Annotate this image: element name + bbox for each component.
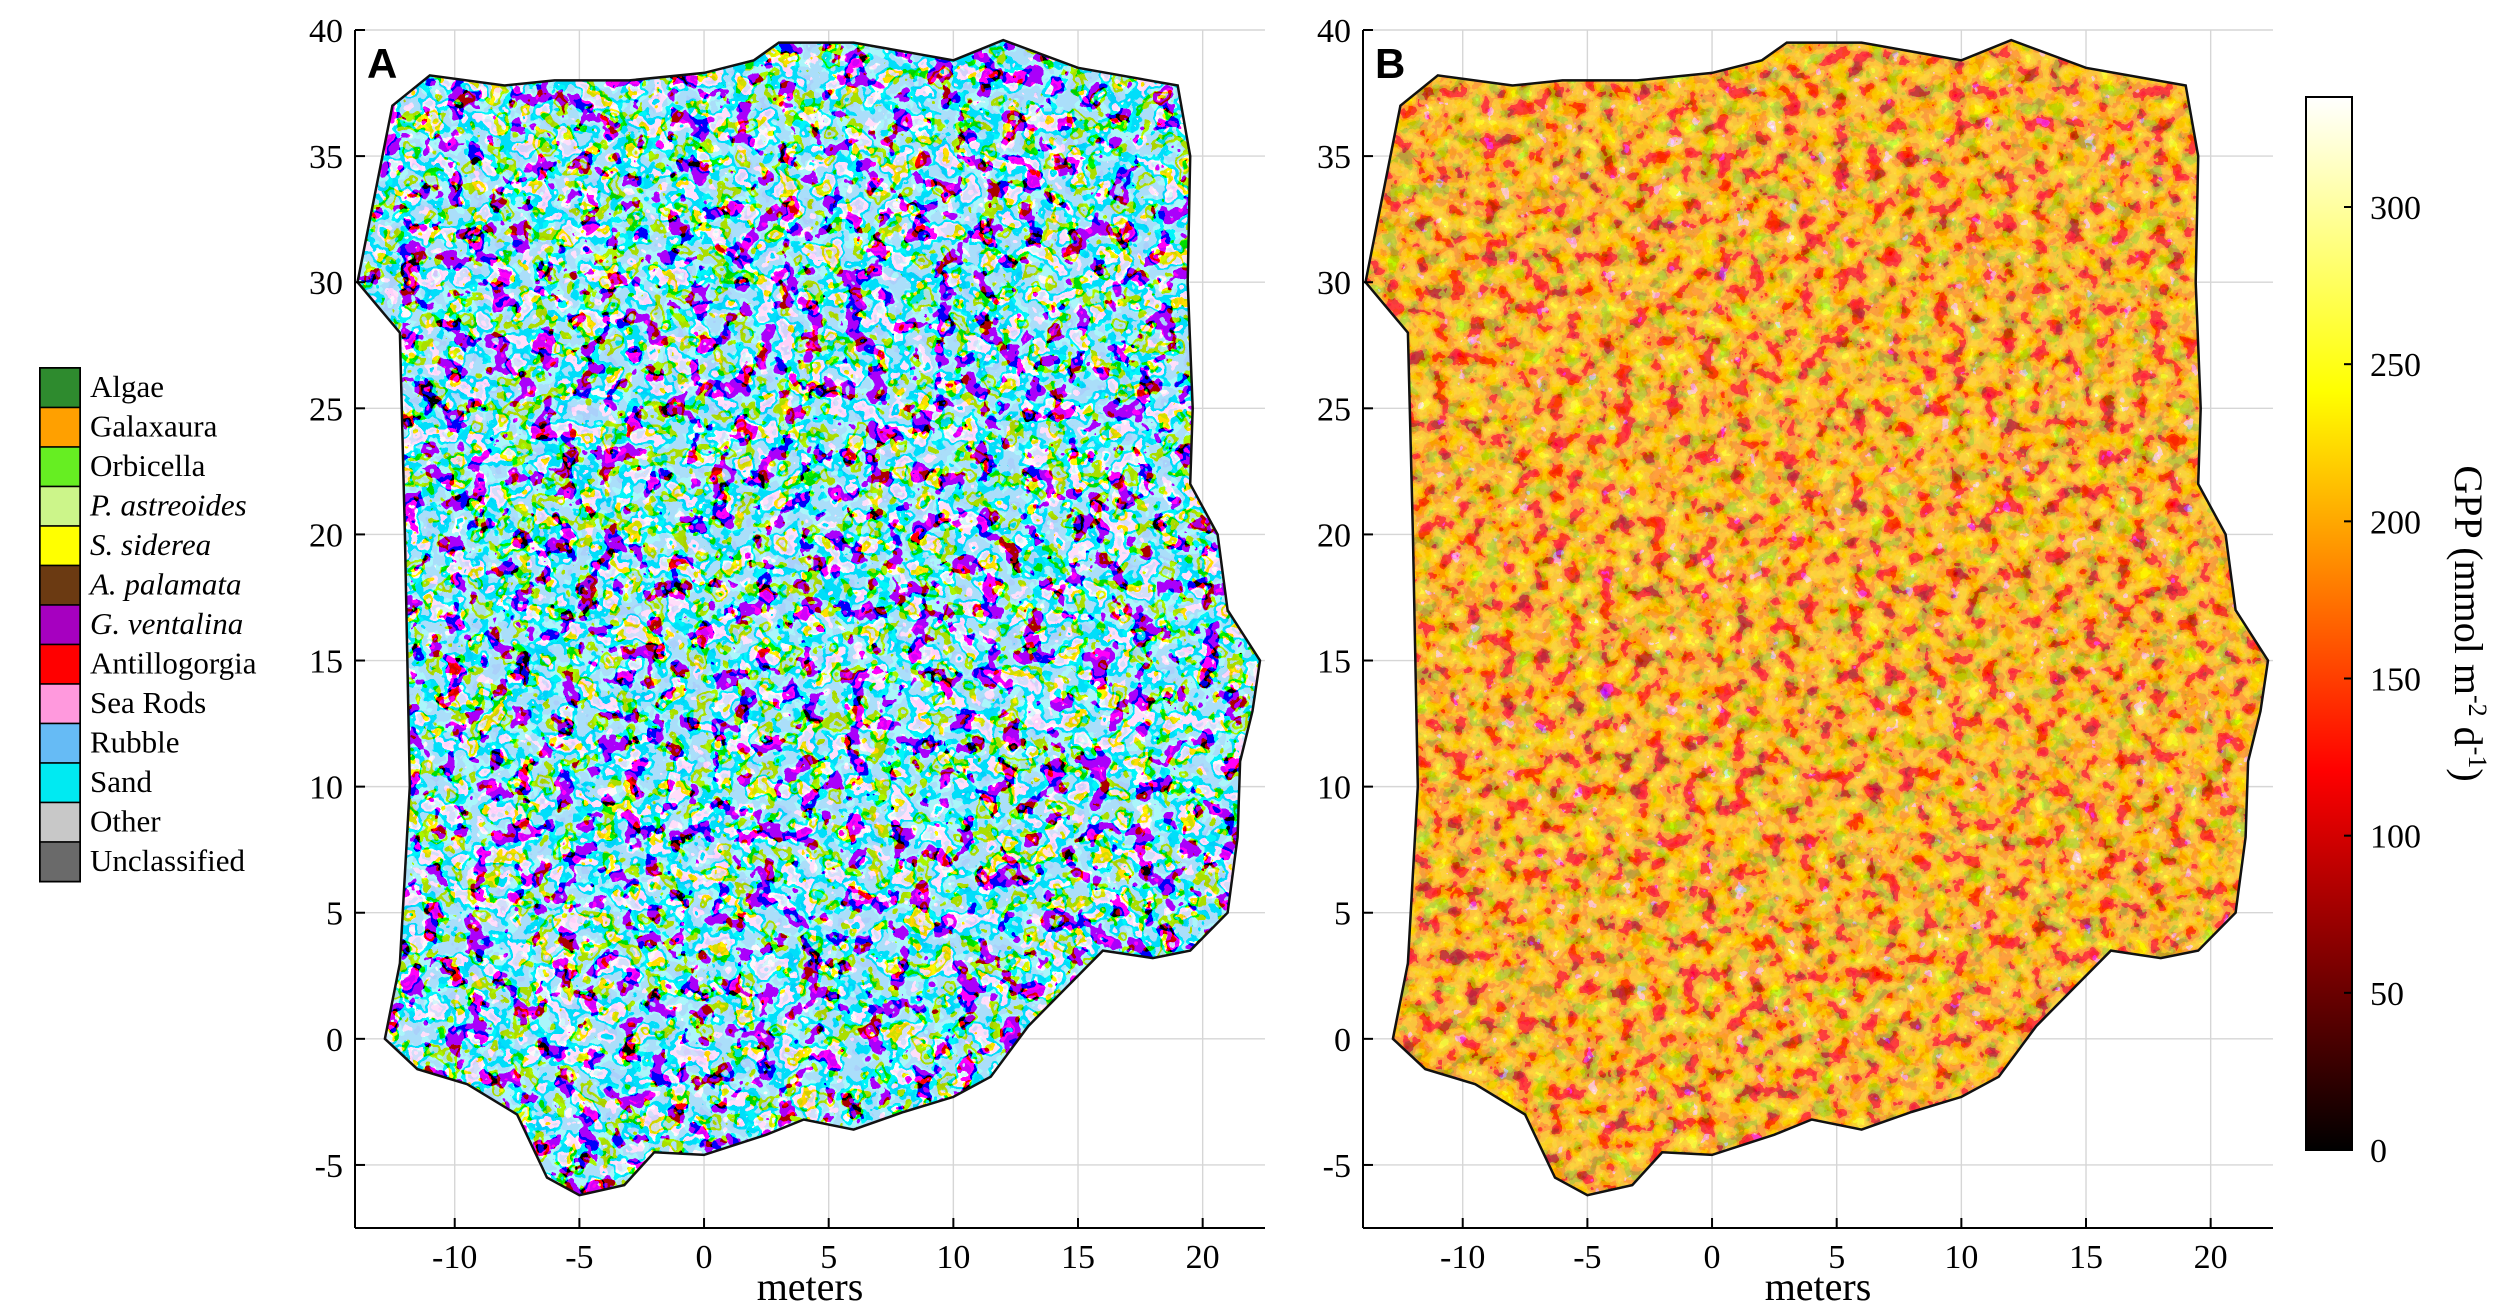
panel-b: -10 -5 0 5 10 15 20 -5 0 5 10 15 20 25 30 35 40 B meters <box>1317 13 2273 1309</box>
y-tick-label: 5 <box>326 896 343 933</box>
colorbar-tick-label: 300 <box>2370 190 2421 227</box>
y-tick-label: 30 <box>1317 265 1351 302</box>
gpp-texture <box>1365 40 2268 1196</box>
colorbar: 0 50 100 150 200 250 300 <box>2305 96 2421 1170</box>
panel-b-label: B <box>1375 40 1405 87</box>
reef-area <box>357 40 1260 1196</box>
x-tick-label: 20 <box>2194 1239 2228 1276</box>
y-tick-label: 10 <box>309 770 343 807</box>
legend-swatch <box>39 406 81 448</box>
panel-a-label: A <box>367 40 397 87</box>
x-tick-label: 20 <box>1186 1239 1220 1276</box>
panel-a: -10 -5 0 5 10 15 20 -5 0 5 10 15 20 25 30 35 40 A meters <box>309 13 1265 1309</box>
colorbar-scale <box>2305 96 2353 1151</box>
colorbar-tick-label: 50 <box>2370 976 2404 1013</box>
x-tick-label: -10 <box>432 1239 477 1276</box>
colorbar-tick-label: 250 <box>2370 347 2421 384</box>
legend-swatch <box>39 841 81 883</box>
legend-swatch <box>39 367 81 409</box>
legend-label: S. siderea <box>90 527 211 562</box>
y-tick-label: -5 <box>315 1148 343 1185</box>
x-tick-label: 15 <box>1061 1239 1095 1276</box>
colorbar-label-sup1: -2 <box>2463 695 2492 717</box>
legend-label: Unclassified <box>90 843 245 878</box>
legend-label: P. astreoides <box>89 488 247 523</box>
y-tick-label: 20 <box>1317 517 1351 554</box>
legend: Algae Galaxaura Orbicella P. astreoides S. s… <box>39 367 257 883</box>
panel-a-xlabel: meters <box>757 1264 864 1309</box>
legend-label: Sand <box>90 764 153 799</box>
colorbar-label-sup2: -1 <box>2463 747 2492 769</box>
y-tick-label: 40 <box>309 13 343 50</box>
x-tick-label: 5 <box>1828 1239 1845 1276</box>
reef-edge <box>1364 38 2270 1197</box>
legend-swatch <box>39 485 81 527</box>
colorbar-tick-label: 0 <box>2370 1133 2387 1170</box>
x-tick-label: 5 <box>820 1239 837 1276</box>
y-tick-label: 40 <box>1317 13 1351 50</box>
y-tick-label: 25 <box>1317 391 1351 428</box>
legend-swatch <box>39 643 81 685</box>
legend-swatch <box>39 722 81 764</box>
panel-a-benthic-map <box>356 38 1262 1197</box>
x-tick-label: 10 <box>936 1239 970 1276</box>
legend-swatch <box>39 564 81 606</box>
legend-label: Algae <box>90 369 164 404</box>
colorbar-tick-label: 200 <box>2370 504 2421 541</box>
legend-swatch <box>39 801 81 843</box>
legend-swatch <box>39 683 81 725</box>
reef-area <box>1365 40 2268 1196</box>
y-tick-label: 35 <box>309 139 343 176</box>
y-tick-label: 10 <box>1317 770 1351 807</box>
legend-swatch <box>39 604 81 646</box>
y-tick-label: 35 <box>1317 139 1351 176</box>
colorbar-label-main: GPP (mmol m <box>2446 465 2491 695</box>
legend-label: Antillogorgia <box>90 646 257 681</box>
panel-b-gpp-map <box>1364 38 2270 1197</box>
legend-swatch <box>39 446 81 488</box>
legend-label: Galaxaura <box>90 409 218 444</box>
y-tick-label: 25 <box>309 391 343 428</box>
legend-label: A. palamata <box>88 567 242 602</box>
legend-swatch <box>39 525 81 567</box>
x-tick-label: 10 <box>1944 1239 1978 1276</box>
colorbar-label: GPP (mmol m-2 d-1) <box>2446 465 2492 781</box>
benthic-texture <box>357 40 1260 1196</box>
colorbar-label-end: ) <box>2446 768 2491 781</box>
y-tick-label: 15 <box>1317 644 1351 681</box>
x-tick-label: 0 <box>696 1239 713 1276</box>
panel-b-axes: -10 -5 0 5 10 15 20 -5 0 5 10 15 20 25 30 35 40 <box>1317 13 2273 1276</box>
x-tick-label: 15 <box>2069 1239 2103 1276</box>
legend-label: G. ventalina <box>90 606 243 641</box>
x-tick-label: 0 <box>1704 1239 1721 1276</box>
colorbar-tick-label: 100 <box>2370 819 2421 856</box>
y-tick-label: -5 <box>1323 1148 1351 1185</box>
y-tick-label: 20 <box>309 517 343 554</box>
x-tick-label: -5 <box>1573 1239 1601 1276</box>
x-tick-label: -5 <box>565 1239 593 1276</box>
legend-label: Orbicella <box>90 448 206 483</box>
colorbar-label-mid: d <box>2446 717 2491 747</box>
legend-swatch <box>39 762 81 804</box>
y-tick-label: 15 <box>309 644 343 681</box>
x-tick-label: -10 <box>1440 1239 1485 1276</box>
y-tick-label: 30 <box>309 265 343 302</box>
panel-b-xlabel: meters <box>1765 1264 1872 1309</box>
y-tick-label: 5 <box>1334 896 1351 933</box>
legend-label: Sea Rods <box>90 685 206 720</box>
reef-edge <box>356 38 1262 1197</box>
legend-label: Rubble <box>90 725 180 760</box>
colorbar-tick-label: 150 <box>2370 662 2421 699</box>
y-tick-label: 0 <box>326 1022 343 1059</box>
y-tick-label: 0 <box>1334 1022 1351 1059</box>
panel-a-axes: -10 -5 0 5 10 15 20 -5 0 5 10 15 20 25 30 35 40 <box>309 13 1265 1276</box>
legend-label: Other <box>90 804 161 839</box>
